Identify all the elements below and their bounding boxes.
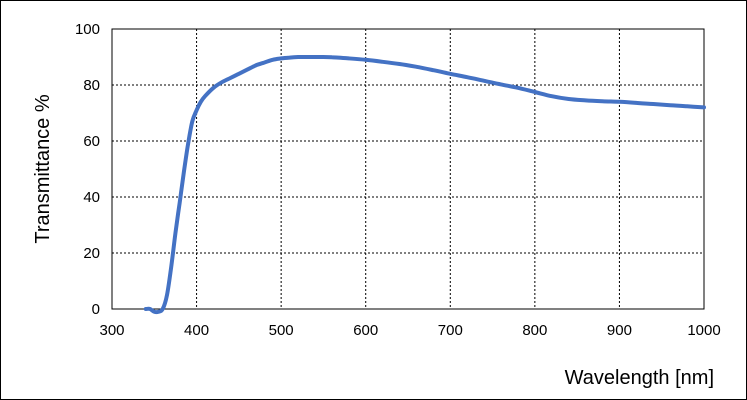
x-tick-label: 700 [438, 322, 463, 339]
x-tick-label: 600 [353, 322, 378, 339]
y-tick-label: 100 [75, 21, 100, 38]
x-axis-title: Wavelength [nm] [565, 367, 714, 389]
y-tick-label: 0 [92, 301, 100, 318]
x-tick-label: 800 [522, 322, 547, 339]
y-axis-title: Transmittance % [32, 94, 54, 244]
grid [112, 29, 704, 309]
x-tick-label: 1000 [687, 322, 720, 339]
y-tick-label: 80 [83, 77, 100, 94]
x-tick-label: 300 [99, 322, 124, 339]
x-tick-label: 500 [269, 322, 294, 339]
tick-labels: 300 400 500 600 700 800 900 1000 0 20 40 60 80 100 [75, 21, 721, 339]
plot-area-frame [111, 28, 705, 310]
y-tick-label: 60 [83, 133, 100, 150]
transmittance-series-line [143, 54, 706, 315]
x-tick-label: 400 [184, 322, 209, 339]
y-tick-label: 20 [83, 245, 100, 262]
y-tick-label: 40 [83, 189, 100, 206]
x-tick-label: 900 [607, 322, 632, 339]
